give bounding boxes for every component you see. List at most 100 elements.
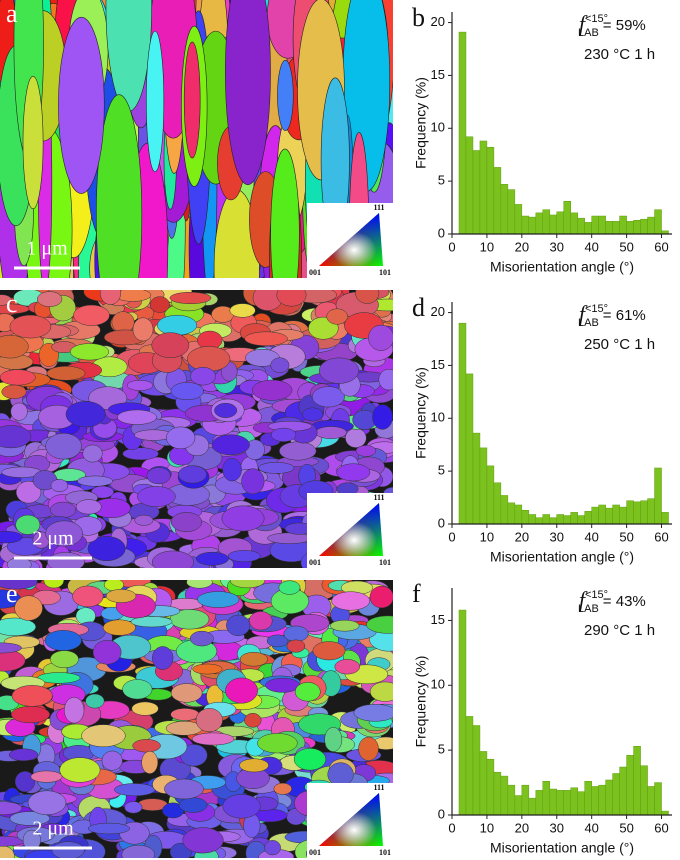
grain <box>8 748 39 762</box>
x-tick-label: 0 <box>448 820 455 835</box>
grain <box>221 505 265 532</box>
grain <box>169 291 212 304</box>
grain <box>99 290 122 305</box>
y-tick-label: 15 <box>431 357 445 372</box>
grain <box>151 332 190 358</box>
bar <box>605 221 613 235</box>
bar <box>584 222 592 235</box>
grain <box>225 677 258 704</box>
grain <box>82 444 103 463</box>
bar <box>661 512 669 525</box>
ipf-label: 111 <box>373 493 384 502</box>
grain <box>22 76 44 210</box>
grain <box>11 685 53 707</box>
bar <box>591 786 599 816</box>
bar <box>507 189 516 235</box>
grain <box>222 794 261 819</box>
grain <box>265 677 301 693</box>
bar <box>472 150 481 235</box>
y-axis-label: Frequency (%) <box>413 656 429 748</box>
grain <box>9 811 50 826</box>
x-tick-label: 30 <box>550 529 564 544</box>
bar <box>493 167 502 235</box>
x-tick-label: 20 <box>515 239 529 254</box>
grain <box>15 480 42 504</box>
bar <box>479 751 488 816</box>
grain <box>369 681 393 702</box>
grain <box>336 463 371 482</box>
grain <box>369 585 393 609</box>
grain <box>264 840 281 856</box>
bar <box>654 782 662 816</box>
condition: 230 °C 1 h <box>584 46 655 63</box>
grain <box>190 367 216 386</box>
bar <box>535 212 544 235</box>
x-tick-label: 10 <box>480 239 494 254</box>
bar <box>535 790 544 816</box>
bar <box>528 216 537 235</box>
y-tick-label: 20 <box>431 14 445 29</box>
grain <box>14 771 36 793</box>
x-tick-label: 30 <box>550 239 564 254</box>
grain <box>146 467 171 485</box>
y-tick-label: 0 <box>438 806 445 821</box>
grain <box>355 290 380 304</box>
bar <box>486 758 495 816</box>
grain <box>302 407 324 422</box>
bar <box>486 147 495 235</box>
panel-label: a <box>6 0 18 28</box>
grain <box>277 60 294 131</box>
grain <box>75 499 102 515</box>
bar <box>654 209 662 235</box>
grain <box>122 679 153 700</box>
grain <box>273 782 292 795</box>
grain <box>15 514 41 535</box>
grain <box>345 428 367 448</box>
grain <box>326 308 348 325</box>
bar <box>458 609 467 816</box>
grain <box>145 30 165 173</box>
scale-bar-label: 1 μm <box>26 238 68 260</box>
bar <box>633 501 641 525</box>
grain <box>81 724 126 748</box>
bar <box>577 515 585 525</box>
grain <box>114 783 156 797</box>
bar <box>647 498 655 525</box>
grain <box>229 580 266 589</box>
bar <box>563 200 571 235</box>
condition: 250 °C 1 h <box>584 336 655 353</box>
scale-bar-label: 2 μm <box>32 528 74 550</box>
bar <box>626 221 634 235</box>
grain <box>152 646 174 670</box>
grain <box>178 797 208 813</box>
x-tick-label: 10 <box>480 529 494 544</box>
grain <box>0 530 23 544</box>
grain <box>327 762 354 787</box>
grain <box>244 713 262 728</box>
y-axis-label: Frequency (%) <box>413 77 429 169</box>
bar <box>542 781 551 816</box>
ipf-triangle-white <box>319 213 383 266</box>
grain <box>334 659 361 675</box>
grain <box>58 16 105 194</box>
x-tick-label: 50 <box>619 239 633 254</box>
bar <box>507 784 516 816</box>
grain <box>69 343 110 361</box>
grain <box>355 445 377 457</box>
grain <box>197 591 240 608</box>
grain <box>124 801 143 814</box>
y-tick-label: 0 <box>438 225 445 240</box>
grain <box>117 409 157 425</box>
bar <box>549 788 558 816</box>
bar <box>521 784 530 816</box>
grain <box>324 727 343 752</box>
bar <box>521 215 530 235</box>
grain <box>1 384 27 399</box>
grain <box>368 324 393 351</box>
grain <box>286 639 306 653</box>
bar <box>486 465 495 525</box>
grain <box>96 94 143 278</box>
grain <box>225 0 271 186</box>
grain <box>170 382 204 401</box>
grain <box>257 733 298 754</box>
